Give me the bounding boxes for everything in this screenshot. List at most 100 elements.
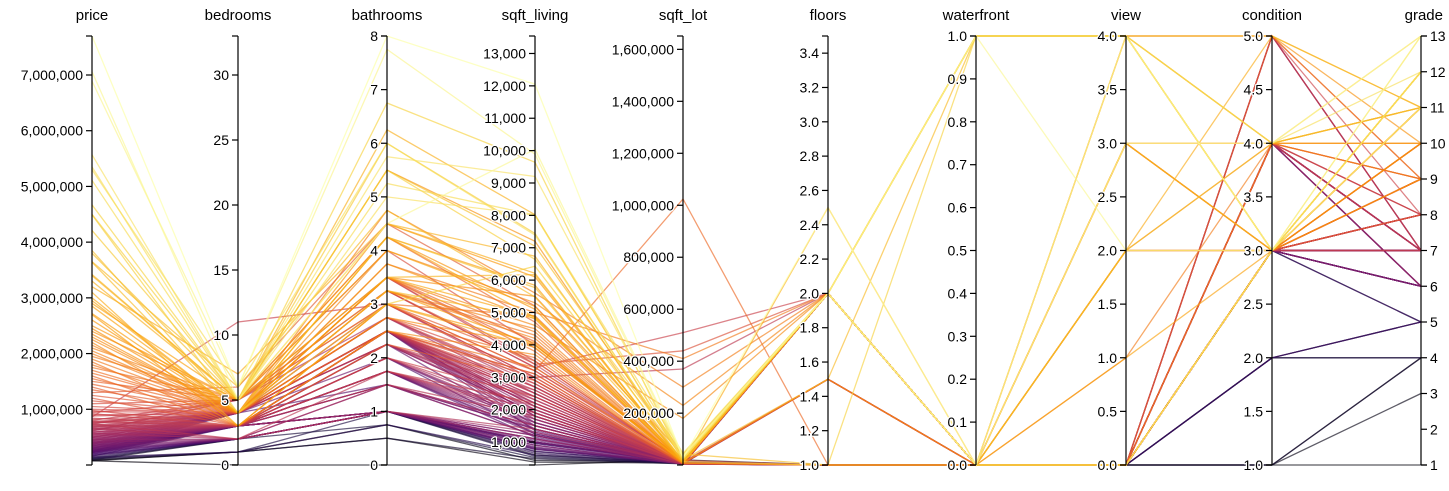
axis-floors: 1.0 1.2 1.4 1.6 1.8 2.0 2.2 2.4 2.6 2.8 3.0 3.2 3.4 f… <box>798 7 847 474</box>
axis-title[interactable]: waterfront <box>942 7 1011 24</box>
record-line <box>91 249 1422 466</box>
tick-label: 6,000,000 <box>21 123 83 139</box>
record-line <box>91 249 1421 466</box>
tick-label: 13,000 <box>483 45 526 61</box>
tick-label: 5,000,000 <box>21 178 83 194</box>
record-line <box>91 249 1421 466</box>
tick-label: 4.0 <box>1098 28 1118 44</box>
tick-label: 3.2 <box>800 79 820 95</box>
tick-label: 1,600,000 <box>612 41 674 57</box>
tick-label: 1.0 <box>948 28 968 44</box>
tick-label: 10 <box>213 327 229 343</box>
tick-label: 2.2 <box>800 251 820 267</box>
tick-label: 3.0 <box>800 114 820 130</box>
tick-label: 0.5 <box>948 243 968 259</box>
tick-label: 2 <box>1430 421 1438 437</box>
record-line <box>91 249 1422 466</box>
tick-label: 3.0 <box>1098 135 1118 151</box>
tick-label: 4.0 <box>1244 135 1264 151</box>
record-line <box>91 249 1421 466</box>
record-line <box>91 249 1422 466</box>
axis-title[interactable]: view <box>1111 7 1141 24</box>
tick-label: 3 <box>370 296 378 312</box>
record-line <box>91 249 1421 466</box>
tick-label: 2,000,000 <box>21 346 83 362</box>
axis-title[interactable]: condition <box>1242 7 1302 24</box>
record-line <box>91 249 1421 466</box>
tick-label: 4,000,000 <box>21 234 83 250</box>
tick-label: 3.4 <box>800 45 820 61</box>
axis-sqft-lot: 200,000 400,000 600,000 800,000 1,000,000 1,2… <box>610 7 708 466</box>
record-line <box>91 249 1422 466</box>
record-line <box>91 249 1421 466</box>
tick-label: 30 <box>213 67 229 83</box>
record-line <box>91 249 1421 466</box>
tick-label: 3.5 <box>1244 189 1264 205</box>
tick-label: 5.0 <box>1244 28 1264 44</box>
tick-label: 9,000 <box>491 175 526 191</box>
tick-label: 1,400,000 <box>612 93 674 109</box>
tick-label: 5 <box>1430 314 1438 330</box>
record-line <box>91 249 1421 466</box>
tick-label: 12,000 <box>483 78 526 94</box>
tick-label: 5 <box>370 189 378 205</box>
tick-label: 6 <box>370 135 378 151</box>
tick-label: 7,000 <box>491 240 526 256</box>
axis-title[interactable]: sqft_lot <box>659 7 708 24</box>
axis-title[interactable]: grade <box>1405 7 1443 24</box>
tick-label: 800,000 <box>623 249 674 265</box>
record-line <box>91 249 1421 466</box>
tick-label: 1.8 <box>800 320 820 336</box>
tick-label: 4 <box>370 243 378 259</box>
tick-label: 2.0 <box>1244 350 1264 366</box>
record-line <box>91 249 1421 466</box>
tick-label: 0.5 <box>1098 403 1118 419</box>
axis-waterfront: 0.0 0.1 0.2 0.3 0.4 0.5 0.6 0.7 0.8 0.9 1.0 waterfr… <box>942 7 1011 474</box>
record-line <box>91 249 1422 466</box>
record-line <box>91 249 1421 466</box>
tick-label: 1,000 <box>491 434 526 450</box>
record-line <box>91 249 1421 466</box>
tick-label: 1.2 <box>800 423 820 439</box>
record-line <box>91 249 1422 466</box>
tick-label: 2.5 <box>1244 296 1264 312</box>
record-line <box>91 249 1421 466</box>
tick-label: 400,000 <box>623 353 674 369</box>
tick-label: 8 <box>1430 207 1438 223</box>
axis-title[interactable]: bedrooms <box>205 7 272 24</box>
record-line <box>91 249 1421 466</box>
record-line <box>91 249 1421 466</box>
tick-label: 2.0 <box>1098 243 1118 259</box>
tick-label: 0.7 <box>948 157 968 173</box>
tick-label: 2.6 <box>800 182 820 198</box>
tick-label: 1.0 <box>800 457 820 473</box>
record-line <box>91 35 1422 463</box>
record-line <box>91 249 1421 466</box>
tick-label: 10 <box>1430 135 1446 151</box>
axis-title[interactable]: floors <box>810 7 847 24</box>
tick-label: 9 <box>1430 171 1438 187</box>
tick-label: 1.4 <box>800 388 820 404</box>
record-line <box>91 249 1422 466</box>
axis-title[interactable]: price <box>76 7 109 24</box>
tick-label: 2.4 <box>800 217 820 233</box>
tick-label: 0.3 <box>948 328 968 344</box>
tick-label: 0.8 <box>948 114 968 130</box>
record-line <box>91 249 1421 466</box>
record-line <box>91 249 1422 466</box>
tick-label: 8,000 <box>491 207 526 223</box>
tick-label: 0.2 <box>948 371 968 387</box>
axis-title[interactable]: bathrooms <box>352 7 423 24</box>
record-line <box>91 249 1421 466</box>
tick-label: 7 <box>370 82 378 98</box>
axis-price: 1,000,000 2,000,000 3,000,000 4,000,000 5,00… <box>19 7 109 466</box>
tick-label: 1,000,000 <box>21 401 83 417</box>
axis-title[interactable]: sqft_living <box>502 7 569 24</box>
tick-label: 3,000 <box>491 369 526 385</box>
record-line <box>91 249 1422 466</box>
tick-label: 2 <box>370 350 378 366</box>
tick-label: 6,000 <box>491 272 526 288</box>
tick-label: 200,000 <box>623 405 674 421</box>
